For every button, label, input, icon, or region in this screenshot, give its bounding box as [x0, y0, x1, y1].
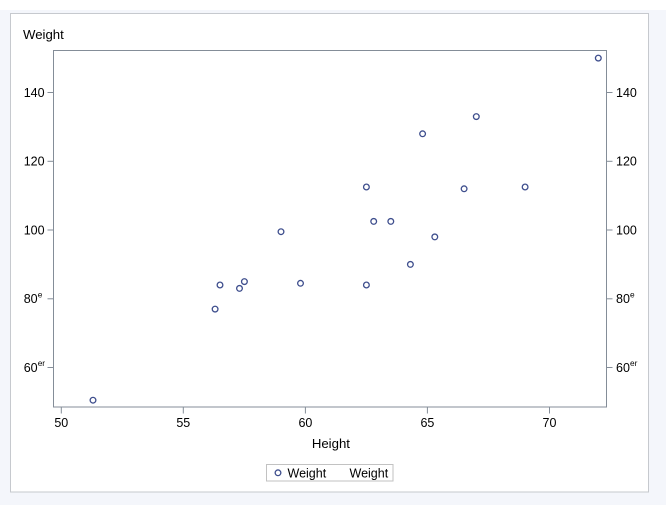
svg-text:120: 120 — [24, 155, 45, 169]
svg-text:e: e — [38, 289, 43, 299]
svg-text:80: 80 — [616, 292, 630, 306]
svg-text:Weight: Weight — [23, 27, 64, 42]
svg-text:er: er — [630, 358, 638, 368]
svg-text:140: 140 — [616, 86, 637, 100]
svg-text:100: 100 — [616, 223, 637, 237]
svg-text:120: 120 — [616, 155, 637, 169]
svg-text:60: 60 — [616, 361, 630, 375]
svg-text:140: 140 — [24, 86, 45, 100]
svg-text:Weight: Weight — [350, 466, 389, 480]
svg-text:Height: Height — [312, 436, 350, 451]
svg-text:70: 70 — [543, 416, 557, 430]
svg-text:65: 65 — [420, 416, 434, 430]
svg-text:Weight: Weight — [288, 466, 327, 480]
svg-text:50: 50 — [54, 416, 68, 430]
svg-text:60: 60 — [298, 416, 312, 430]
svg-text:55: 55 — [176, 416, 190, 430]
svg-text:60: 60 — [24, 361, 38, 375]
svg-text:e: e — [630, 289, 635, 299]
svg-text:80: 80 — [24, 292, 38, 306]
svg-text:100: 100 — [24, 223, 45, 237]
svg-text:er: er — [38, 358, 46, 368]
